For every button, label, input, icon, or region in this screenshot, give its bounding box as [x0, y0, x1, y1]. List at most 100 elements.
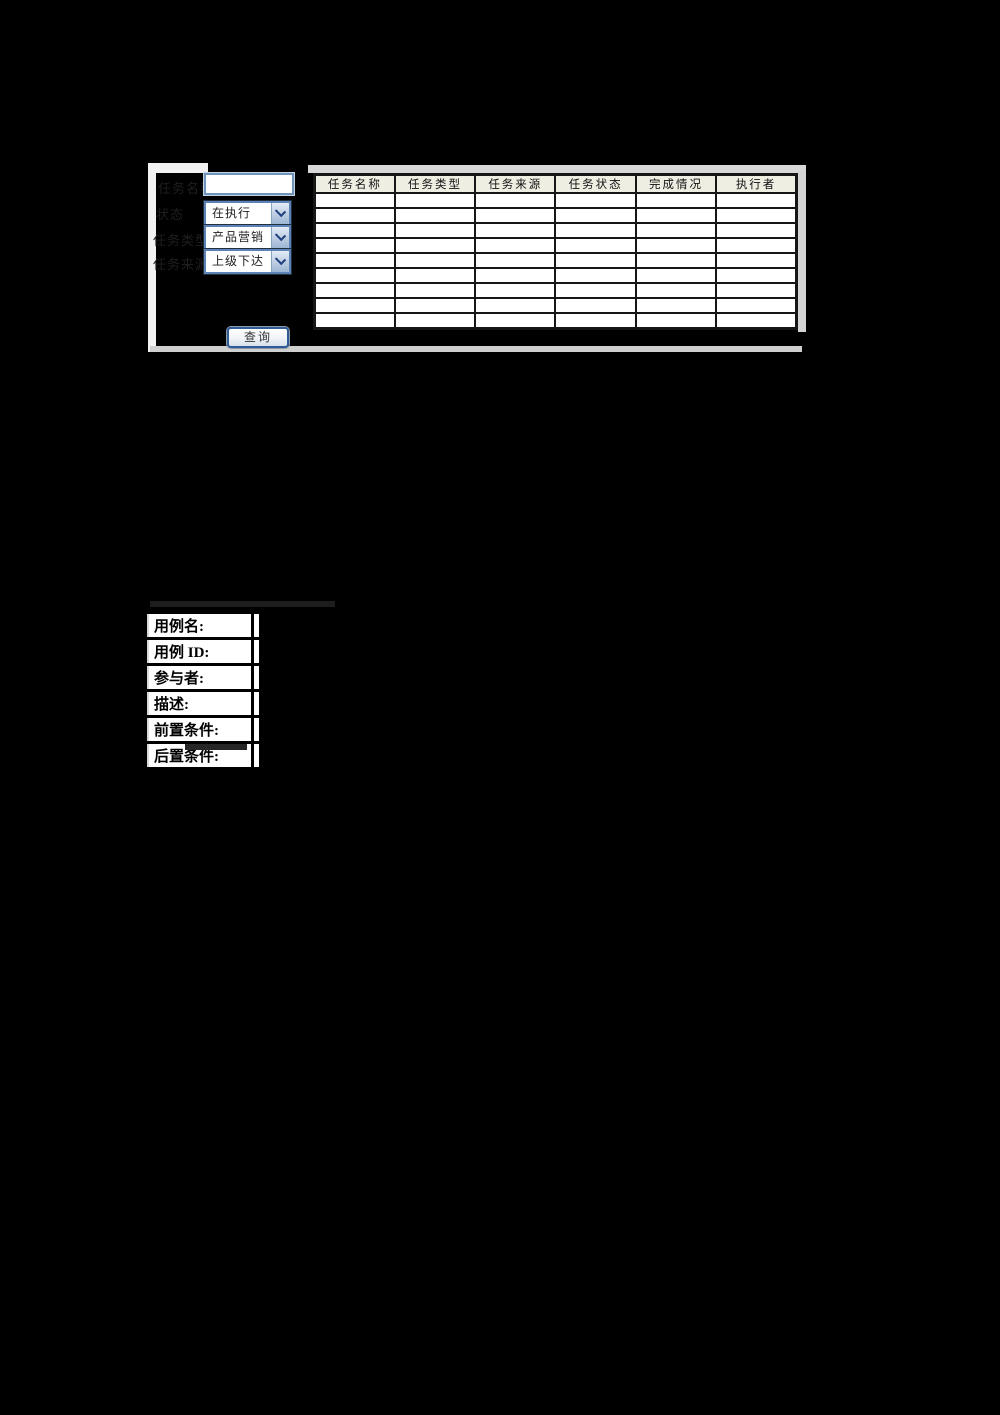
column-header: 任务名称	[313, 173, 396, 194]
table-cell	[715, 237, 798, 254]
panel-top-edge	[148, 163, 208, 173]
dropdown-arrow-button[interactable]	[271, 203, 289, 224]
table-cell	[313, 192, 396, 209]
task-type-dropdown[interactable]: 产品营销	[204, 225, 291, 250]
usecase-row-label: 用例 ID:	[147, 637, 254, 666]
usecase-row: 用例 ID:	[147, 637, 262, 666]
dropdown-arrow-button[interactable]	[271, 227, 289, 248]
table-cell	[554, 297, 637, 314]
table-cell	[634, 207, 718, 224]
usecase-row: 用例名:	[147, 611, 262, 640]
task-source-label: 任务来源	[153, 257, 210, 272]
table-cell	[474, 282, 557, 299]
table-cell	[313, 207, 396, 224]
table-row	[313, 222, 798, 239]
column-header: 完成情况	[634, 173, 718, 194]
column-header: 任务来源	[474, 173, 557, 194]
usecase-row-label: 参与者:	[147, 663, 254, 692]
table-cell	[313, 237, 396, 254]
table-cell	[715, 267, 798, 284]
usecase-row: 参与者:	[147, 663, 262, 692]
table-cell	[393, 237, 477, 254]
table-cell	[393, 267, 477, 284]
table-cell	[393, 207, 477, 224]
table-cell	[715, 297, 798, 314]
panel-left-edge	[148, 163, 156, 352]
table-right-frame	[798, 170, 806, 332]
task-status-dropdown[interactable]: 在执行	[204, 201, 291, 226]
table-header-row: 任务名称 任务类型 任务来源 任务状态 完成情况 执行者	[313, 173, 798, 194]
table-cell	[313, 222, 396, 239]
table-cell	[474, 267, 557, 284]
table-cell	[554, 192, 637, 209]
task-status-selected-value: 在执行	[212, 206, 252, 220]
table-cell	[474, 312, 557, 330]
task-name-label: 任务名称	[158, 181, 215, 196]
table-row	[313, 252, 798, 269]
table-cell	[393, 282, 477, 299]
task-status-label: 状态	[156, 207, 185, 222]
table-cell	[715, 207, 798, 224]
table-cell	[554, 222, 637, 239]
usecase-row-value-cell	[251, 663, 262, 692]
table-row	[313, 297, 798, 314]
usecase-row: 描述:	[147, 689, 262, 718]
usecase-row-value-cell	[251, 741, 262, 770]
query-button[interactable]: 查询	[227, 327, 289, 348]
usecase-row: 前置条件:	[147, 715, 262, 744]
table-cell	[393, 297, 477, 314]
task-type-label: 任务类型	[153, 233, 210, 248]
redacted-text	[150, 601, 335, 607]
table-cell	[634, 237, 718, 254]
table-cell	[393, 312, 477, 330]
table-row	[313, 312, 798, 330]
chevron-down-icon	[274, 229, 287, 242]
table-cell	[393, 192, 477, 209]
table-cell	[554, 207, 637, 224]
table-cell	[313, 282, 396, 299]
redacted-text	[185, 744, 247, 750]
table-cell	[634, 252, 718, 269]
table-cell	[474, 222, 557, 239]
usecase-row-label: 描述:	[147, 689, 254, 718]
table-cell	[634, 267, 718, 284]
chevron-down-icon	[274, 205, 287, 218]
table-cell	[313, 252, 396, 269]
column-header: 任务状态	[554, 173, 637, 194]
table-cell	[634, 297, 718, 314]
usecase-row-value-cell	[251, 689, 262, 718]
table-cell	[715, 282, 798, 299]
table-cell	[634, 192, 718, 209]
table-row	[313, 267, 798, 284]
usecase-row-value-cell	[251, 611, 262, 640]
table-cell	[474, 192, 557, 209]
table-cell	[474, 207, 557, 224]
table-top-frame	[308, 165, 806, 173]
table-row	[313, 192, 798, 209]
usecase-row-label: 前置条件:	[147, 715, 254, 744]
task-source-selected-value: 上级下达	[212, 254, 265, 268]
usecase-row-value-cell	[251, 637, 262, 666]
usecase-row-label: 用例名:	[147, 611, 254, 640]
table-cell	[474, 237, 557, 254]
dropdown-arrow-button[interactable]	[271, 251, 289, 272]
table-cell	[715, 192, 798, 209]
table-row	[313, 237, 798, 254]
table-cell	[715, 252, 798, 269]
table-cell	[715, 222, 798, 239]
table-cell	[393, 252, 477, 269]
table-cell	[554, 267, 637, 284]
task-name-input[interactable]	[204, 173, 294, 195]
task-source-dropdown[interactable]: 上级下达	[204, 249, 291, 274]
usecase-spec-table: 用例名: 用例 ID: 参与者: 描述: 前置条件: 后置条件:	[147, 611, 262, 770]
column-header: 执行者	[715, 173, 798, 194]
table-cell	[634, 312, 718, 330]
table-row	[313, 282, 798, 299]
column-header: 任务类型	[393, 173, 477, 194]
task-results-table: 任务名称 任务类型 任务来源 任务状态 完成情况 执行者	[313, 173, 798, 330]
table-cell	[634, 282, 718, 299]
panel-bottom-frame	[150, 346, 802, 352]
table-cell	[474, 252, 557, 269]
table-cell	[313, 297, 396, 314]
